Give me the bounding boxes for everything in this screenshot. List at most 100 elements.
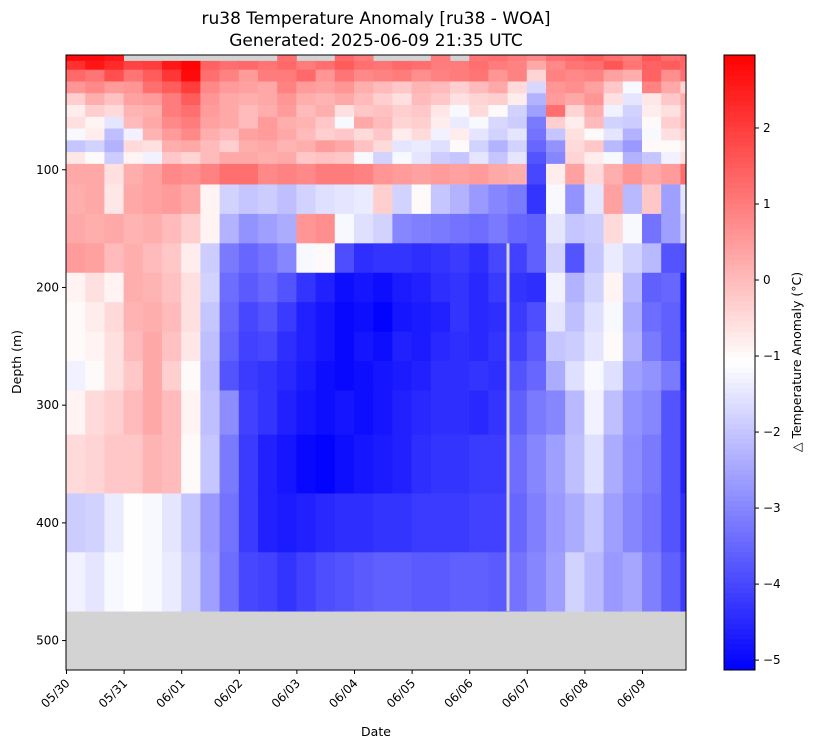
colorbar-segment [724, 157, 755, 164]
heatmap-cell [238, 361, 259, 391]
heatmap-cell [430, 116, 451, 129]
heatmap-cell [354, 331, 374, 362]
heatmap-cell [219, 272, 240, 303]
heatmap-cell [546, 116, 566, 129]
heatmap-cell [584, 184, 604, 215]
heatmap-cell [104, 493, 124, 553]
x-tick-label: 06/09 [614, 676, 648, 710]
colorbar-segment [724, 547, 755, 553]
heatmap-cell [354, 243, 374, 274]
colorbar-segment [724, 623, 755, 630]
heatmap-cell [411, 184, 432, 215]
colorbar-segment [724, 500, 755, 507]
heatmap-cell [373, 434, 393, 494]
heatmap-cell [680, 361, 687, 391]
heatmap-cell [642, 81, 662, 94]
heatmap-cell [162, 128, 182, 141]
colorbar-segment [724, 439, 755, 445]
heatmap-cell [85, 116, 105, 129]
heatmap-cell [603, 152, 624, 165]
heatmap-cell [526, 128, 547, 141]
heatmap-cell [450, 152, 470, 165]
heatmap-cell [526, 390, 547, 435]
heatmap-cell [334, 116, 355, 129]
heatmap-cell [85, 93, 105, 106]
heatmap-cell [85, 184, 105, 215]
heatmap-cell [392, 81, 412, 94]
heatmap-cell [526, 552, 547, 612]
heatmap-cell [680, 243, 687, 274]
heatmap-cell [277, 163, 297, 185]
heatmap-cell [334, 81, 355, 94]
heatmap-cells [66, 55, 687, 612]
heatmap-cell [661, 361, 681, 391]
missing-profiles [506, 243, 510, 612]
heatmap-cell [66, 243, 86, 274]
heatmap-cell [488, 69, 508, 82]
heatmap-cell [622, 152, 643, 165]
heatmap-cell [85, 243, 105, 274]
heatmap-cell [162, 184, 182, 215]
heatmap-cell [219, 116, 240, 129]
heatmap-cell [584, 493, 604, 553]
heatmap-cell [238, 163, 259, 185]
heatmap-cell [142, 213, 163, 244]
colorbar-tick-label: −2 [763, 425, 781, 439]
heatmap-cell [354, 55, 374, 62]
colorbar-tick-label: 1 [763, 197, 771, 211]
heatmap-cell [142, 93, 163, 106]
heatmap-cell [181, 116, 201, 129]
colorbar-segment [724, 644, 755, 650]
x-axis-label: Date [361, 724, 391, 739]
heatmap-cell [142, 140, 163, 153]
heatmap-cell [258, 390, 278, 435]
heatmap-cell [354, 140, 374, 153]
colorbar-segment [724, 331, 755, 338]
heatmap-cell [680, 331, 687, 362]
heatmap-cell [603, 81, 624, 94]
heatmap-cell [565, 116, 585, 129]
heatmap-cell [181, 434, 201, 494]
heatmap-cell [642, 163, 662, 185]
heatmap-cell [373, 60, 393, 71]
heatmap-cell [66, 213, 86, 244]
colorbar-segment [724, 295, 755, 302]
heatmap-cell [162, 243, 182, 274]
heatmap-cell [450, 361, 470, 391]
colorbar-segment [724, 516, 755, 522]
heatmap-cell [392, 152, 412, 165]
heatmap-cell [469, 331, 489, 362]
heatmap-cell [85, 105, 105, 118]
heatmap-cell [526, 184, 547, 215]
colorbar-segment [724, 75, 755, 82]
heatmap-cell [622, 272, 643, 303]
heatmap-cell [469, 116, 489, 129]
colorbar-segment [724, 116, 755, 123]
heatmap-cell [622, 69, 643, 82]
x-tick-label: 06/08 [557, 676, 591, 710]
heatmap-cell [123, 60, 144, 71]
colorbar-ticks: 2 1 0 −1 −2 −3 −4 −5 [755, 121, 781, 667]
heatmap-cell [450, 81, 470, 94]
heatmap-cell [622, 163, 643, 185]
heatmap-cell [488, 243, 508, 274]
heatmap-cell [526, 331, 547, 362]
heatmap-cell [315, 60, 336, 71]
heatmap-cell [181, 163, 201, 185]
heatmap-cell [603, 116, 624, 129]
heatmap-cell [296, 128, 316, 141]
heatmap-cell [584, 69, 604, 82]
heatmap-cell [411, 434, 432, 494]
heatmap-cell [430, 184, 451, 215]
heatmap-cell [450, 493, 470, 553]
heatmap-cell [200, 163, 220, 185]
heatmap-cell [354, 116, 374, 129]
colorbar-segment [724, 434, 755, 440]
heatmap-cell [526, 302, 547, 333]
heatmap-cell [622, 140, 643, 153]
y-axis-ticks: 100 200 300 400 500 [36, 163, 66, 648]
heatmap-cell [373, 243, 393, 274]
heatmap-cell [277, 152, 297, 165]
heatmap-cell [488, 361, 508, 391]
heatmap-cell [181, 81, 201, 94]
